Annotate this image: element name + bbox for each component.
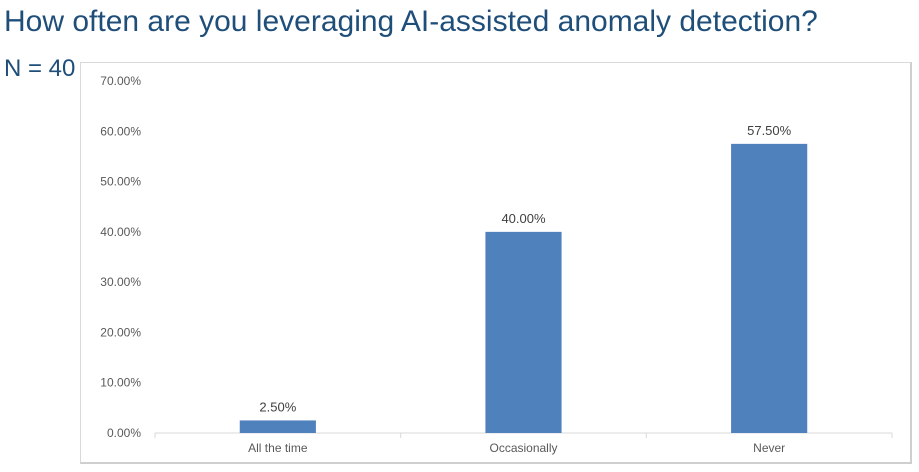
y-tick-label: 10.00% [100,376,141,390]
data-labels: 2.50% 40.00% 57.50% [259,123,791,415]
bars [239,143,808,433]
bar-chart: 0.00% 10.00% 20.00% 30.00% 40.00% 50.00% 60.00… [80,62,912,464]
y-axis-tick-labels: 0.00% 10.00% 20.00% 30.00% 40.00% 50.00% 60.00… [100,74,141,440]
x-tick-label: Never [753,441,785,455]
slide-title: How often are you leveraging AI-assisted… [4,5,818,38]
data-label: 40.00% [501,211,546,226]
x-tick-label: All the time [248,441,308,455]
bar [731,143,808,433]
y-tick-label: 70.00% [100,74,141,88]
x-axis-tick-labels: All the time Occasionally Never [248,441,785,455]
y-tick-label: 30.00% [100,275,141,289]
y-tick-label: 40.00% [100,225,141,239]
y-tick-label: 20.00% [100,325,141,339]
bar [485,231,562,433]
y-tick-label: 60.00% [100,124,141,138]
x-tick-label: Occasionally [489,441,557,455]
bar [239,420,316,433]
y-tick-label: 50.00% [100,175,141,189]
y-tick-label: 0.00% [107,426,141,440]
data-label: 2.50% [259,399,296,414]
data-label: 57.50% [747,123,792,138]
bar-chart-svg: 0.00% 10.00% 20.00% 30.00% 40.00% 50.00% 60.00… [100,74,893,455]
x-axis [154,432,893,438]
sample-size-label: N = 40 [4,55,76,82]
